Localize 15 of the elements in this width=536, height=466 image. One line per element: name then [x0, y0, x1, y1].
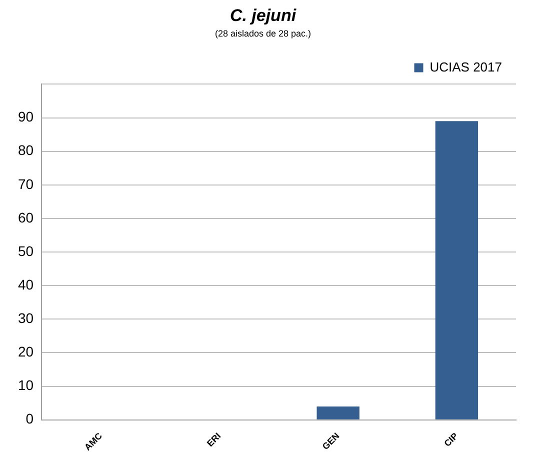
- y-tick-label: 90: [18, 108, 34, 125]
- y-tick-label: 60: [18, 209, 34, 226]
- x-tick-label: CIP: [442, 430, 460, 448]
- y-tick-label: 30: [18, 310, 34, 326]
- legend-label: UCIAS 2017: [430, 59, 502, 74]
- y-tick-label: 0: [26, 410, 34, 427]
- y-tick-label: 80: [18, 142, 34, 158]
- y-tick-label: 20: [18, 344, 34, 360]
- chart-subtitle: (28 aislados de 28 pac.): [214, 28, 312, 38]
- y-tick-label: 50: [18, 242, 34, 259]
- y-tick-label: 70: [18, 176, 34, 192]
- x-tick-label: ERI: [204, 430, 223, 448]
- chart-title: C. jejuni: [230, 6, 298, 25]
- y-tick-label: 40: [18, 276, 34, 292]
- y-tick-label: 10: [18, 377, 34, 394]
